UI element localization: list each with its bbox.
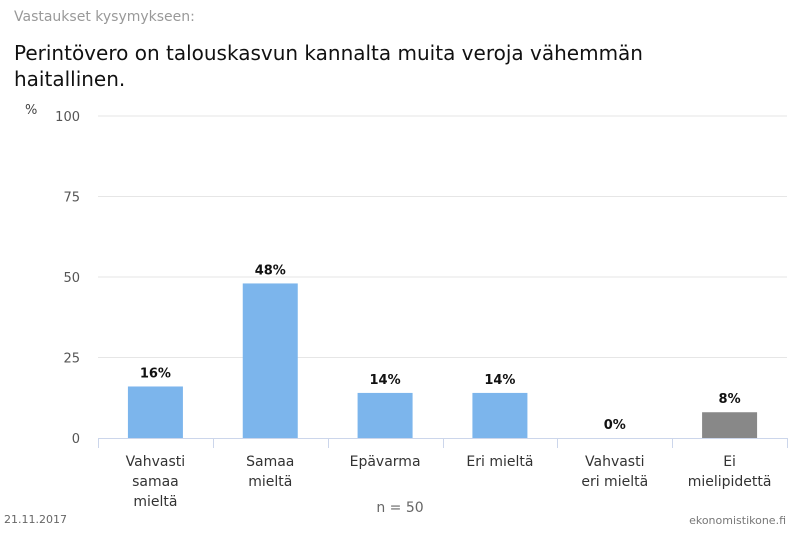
bar bbox=[702, 412, 758, 438]
data-label: 48% bbox=[255, 263, 286, 278]
bar bbox=[127, 386, 183, 438]
y-tick-label: 75 bbox=[63, 191, 80, 206]
data-label: 8% bbox=[719, 392, 741, 407]
y-tick-label: 100 bbox=[55, 110, 80, 125]
bar bbox=[242, 283, 298, 438]
category-label: Eri mieltä bbox=[466, 454, 533, 470]
data-label: 0% bbox=[604, 418, 626, 433]
data-label: 14% bbox=[370, 373, 401, 388]
bar bbox=[357, 392, 413, 438]
data-label: 14% bbox=[484, 373, 515, 388]
category-label: Samaa mieltä bbox=[246, 454, 294, 490]
category-label: Epävarma bbox=[350, 454, 421, 470]
category-label: Vahvasti samaa mieltä bbox=[126, 454, 185, 510]
y-tick-label: 50 bbox=[63, 271, 80, 286]
bar bbox=[472, 392, 528, 438]
date-label: 21.11.2017 bbox=[4, 513, 67, 526]
y-axis-label: % bbox=[25, 103, 38, 118]
y-tick-label: 25 bbox=[63, 352, 80, 367]
y-tick-label: 0 bbox=[72, 432, 80, 447]
source-label: ekonomistikone.fi bbox=[689, 514, 786, 527]
data-label: 16% bbox=[140, 366, 171, 381]
category-label: Vahvasti eri mieltä bbox=[581, 454, 648, 490]
chart-title: Perintövero on talouskasvun kannalta mui… bbox=[14, 41, 643, 91]
sample-size-label: n = 50 bbox=[376, 500, 424, 516]
chart-subtitle: Vastaukset kysymykseen: bbox=[14, 9, 195, 25]
category-label: Ei mielipidettä bbox=[688, 454, 772, 490]
